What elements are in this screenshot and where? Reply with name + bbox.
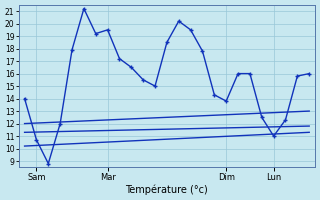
X-axis label: Température (°c): Température (°c) [125, 185, 208, 195]
